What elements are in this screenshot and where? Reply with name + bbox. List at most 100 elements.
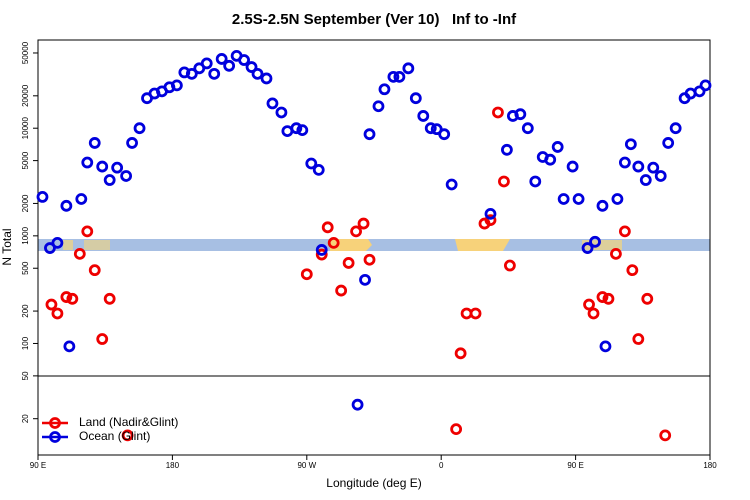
data-point [424,122,437,135]
data-point [351,398,364,411]
data-point [359,273,371,286]
data-point [251,67,264,80]
data-point [632,333,645,345]
data-point [133,122,146,135]
data-point [121,429,134,442]
data-point [514,108,527,121]
data-point [170,79,183,92]
data-point [260,72,273,85]
x-tick-label: 180 [166,461,180,470]
data-point [120,170,133,182]
x-tick-label: 90 W [297,461,316,470]
data-point [363,128,376,141]
data-point [566,160,579,173]
data-point [596,291,609,303]
land-patch [330,239,372,251]
data-point [572,193,585,205]
y-tick-label: 1000 [21,226,30,244]
y-tick-label: 10000 [21,117,30,140]
data-point [618,156,631,169]
data-point [659,429,672,442]
data-point [529,175,542,188]
data-point [45,298,58,311]
data-point [75,193,88,205]
data-point [51,307,64,320]
data-point [60,199,73,212]
data-point [103,292,116,305]
data-point [699,79,712,92]
data-point [450,423,463,436]
data-point [610,247,622,260]
data-point [393,70,406,83]
data-point [641,292,654,305]
data-point [647,161,660,174]
data-point [557,193,570,205]
data-point [103,174,116,186]
data-point [484,207,497,220]
data-point [632,160,645,173]
data-point [521,122,534,135]
legend-label: Land (Nadir&Glint) [79,415,178,429]
data-point [81,225,94,238]
data-point [266,97,279,110]
data-point [350,225,362,238]
data-point [492,106,504,119]
land-patch [455,239,510,251]
data-point [63,340,76,353]
data-point [599,340,612,353]
data-point [335,284,348,297]
data-point [363,253,376,266]
data-point [315,244,328,256]
data-point [88,264,101,277]
data-point [51,236,64,249]
data-point [583,298,595,311]
data-point [208,67,221,80]
y-tick-label: 50000 [21,41,30,64]
data-point [639,174,652,186]
data-point [611,193,624,205]
data-point [596,199,609,212]
data-point [185,67,198,80]
data-point [36,191,49,203]
data-point [589,235,601,248]
data-point [454,347,467,360]
data-point [44,242,56,254]
data-point [669,122,682,135]
data-point [327,236,340,249]
data-point [296,124,309,137]
data-point [215,53,228,65]
y-tick-label: 20 [21,414,30,423]
data-point [503,259,516,272]
data-point [581,242,594,254]
x-tick-label: 180 [703,461,717,470]
legend-label: Ocean (Glint) [79,429,150,443]
y-tick-label: 200 [21,304,30,318]
data-point [654,170,667,182]
land-patch [84,240,110,250]
data-point [484,214,497,227]
data-point [498,175,510,188]
data-point [312,163,325,176]
legend-marker [49,417,61,429]
y-tick-label: 50 [21,371,30,380]
data-point [626,264,639,277]
land-ocean-strip [38,239,710,251]
data-point [88,137,101,149]
land-patch [582,240,622,250]
data-point [275,106,288,119]
data-point [544,153,557,166]
y-axis-label: N Total [0,228,14,265]
data-point [111,161,124,174]
data-point [372,100,385,113]
data-point [66,292,79,305]
data-point [551,141,564,153]
data-point [445,178,458,191]
data-point [81,156,94,169]
x-tick-label: 0 [439,461,444,470]
x-axis-label: Longitude (deg E) [326,476,421,490]
data-point [126,137,138,149]
land-patch [63,240,73,250]
data-point [618,225,631,238]
y-tick-label: 500 [21,261,30,275]
